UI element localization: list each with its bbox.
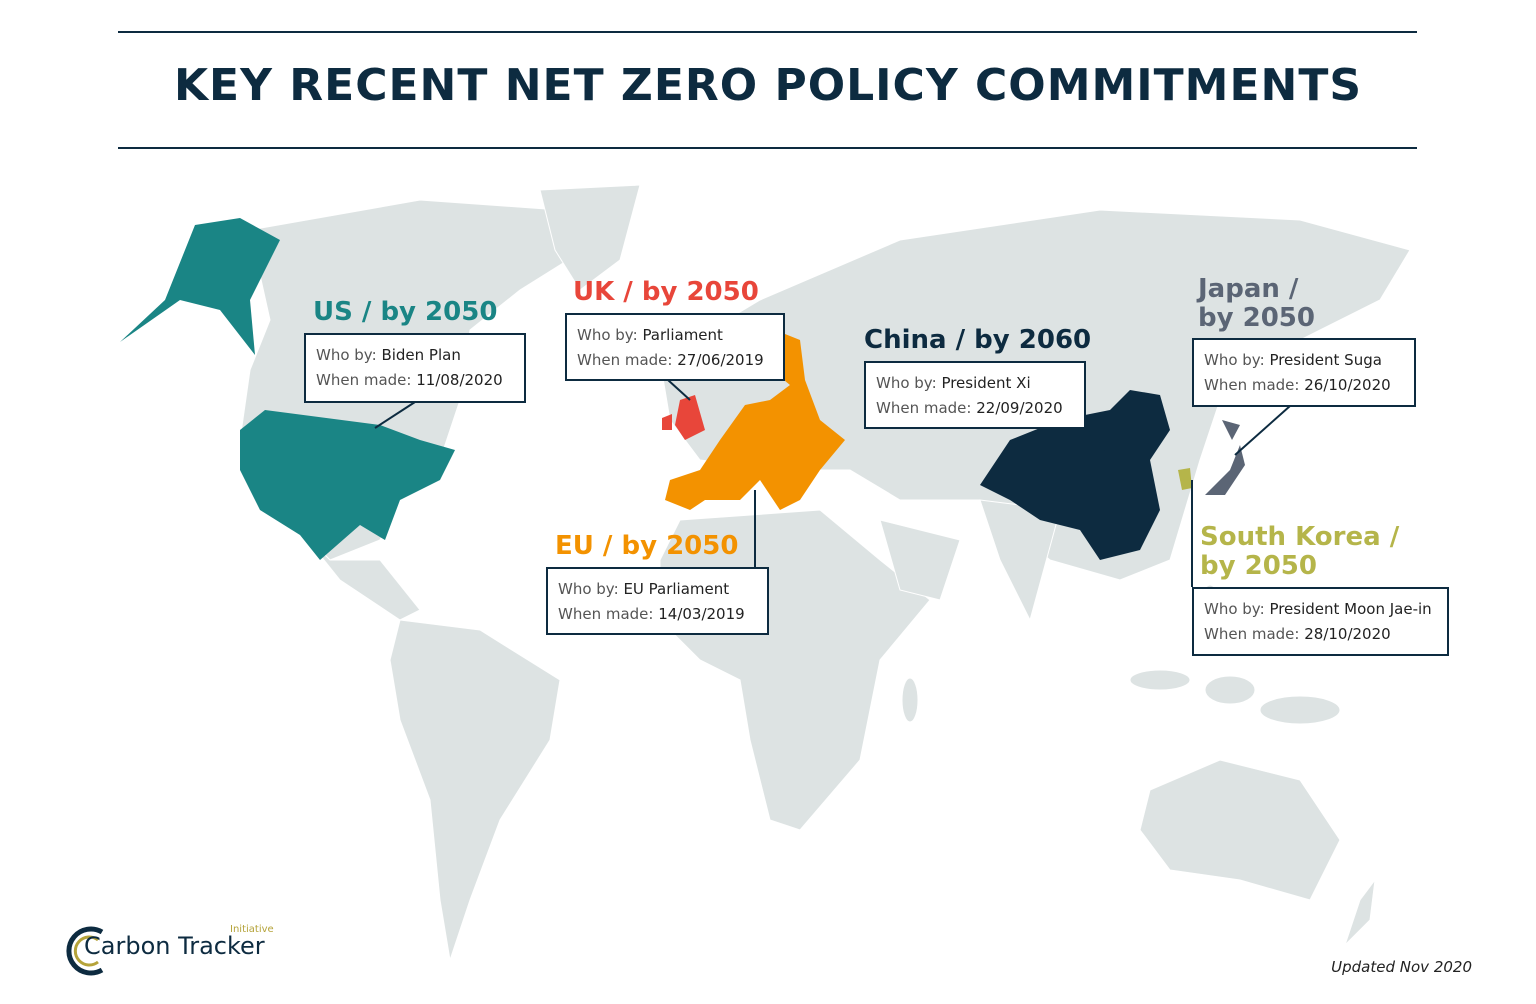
when-value: 26/10/2020 bbox=[1304, 376, 1391, 394]
alaska-shape bbox=[120, 218, 280, 355]
callout-heading: EU / by 2050 bbox=[555, 531, 739, 561]
when-label: When made: bbox=[1204, 625, 1300, 643]
when-value: 14/03/2019 bbox=[658, 605, 745, 623]
eu-shape bbox=[665, 330, 845, 510]
who-row: Who by: President Moon Jae-in bbox=[1204, 597, 1437, 622]
when-label: When made: bbox=[577, 351, 673, 369]
who-value: EU Parliament bbox=[623, 580, 730, 598]
us-shape bbox=[240, 410, 455, 560]
when-row: When made: 28/10/2020 bbox=[1204, 622, 1437, 647]
when-label: When made: bbox=[1204, 376, 1300, 394]
leader-lines bbox=[374, 379, 1291, 587]
who-row: Who by: EU Parliament bbox=[558, 577, 757, 602]
logo: Carbon Tracker Initiative bbox=[62, 920, 292, 980]
when-value: 28/10/2020 bbox=[1304, 625, 1391, 643]
callout-heading: Japan / by 2050 bbox=[1198, 274, 1315, 333]
who-value: President Xi bbox=[941, 374, 1031, 392]
who-value: Biden Plan bbox=[381, 346, 461, 364]
who-value: Parliament bbox=[642, 326, 723, 344]
when-row: When made: 26/10/2020 bbox=[1204, 373, 1404, 398]
china-shape bbox=[980, 390, 1170, 560]
title: KEY RECENT NET ZERO POLICY COMMITMENTS bbox=[173, 60, 1363, 111]
who-value: President Suga bbox=[1269, 351, 1382, 369]
rule bbox=[118, 31, 1417, 33]
who-value: President Moon Jae-in bbox=[1269, 600, 1432, 618]
when-value: 11/08/2020 bbox=[416, 371, 503, 389]
who-row: Who by: Biden Plan bbox=[316, 343, 514, 368]
when-row: When made: 22/09/2020 bbox=[876, 396, 1074, 421]
callout-box: Who by: President Suga When made: 26/10/2… bbox=[1192, 338, 1416, 407]
logo-name: Carbon Tracker bbox=[84, 932, 265, 960]
korea-shape bbox=[1178, 468, 1192, 490]
when-row: When made: 11/08/2020 bbox=[316, 368, 514, 393]
logo-tagline: Initiative bbox=[230, 924, 274, 935]
when-label: When made: bbox=[316, 371, 412, 389]
rule bbox=[118, 147, 1417, 149]
callout-box: Who by: Biden Plan When made: 11/08/2020 bbox=[304, 333, 526, 403]
callout-heading: UK / by 2050 bbox=[573, 277, 759, 307]
callout-box: Who by: EU Parliament When made: 14/03/20… bbox=[546, 567, 769, 635]
callout-heading: China / by 2060 bbox=[864, 325, 1092, 355]
who-row: Who by: Parliament bbox=[577, 323, 773, 348]
logo-mark bbox=[66, 926, 104, 976]
who-label: Who by: bbox=[1204, 600, 1265, 618]
when-value: 22/09/2020 bbox=[976, 399, 1063, 417]
when-label: When made: bbox=[876, 399, 972, 417]
callout-box: Who by: President Moon Jae-in When made: … bbox=[1192, 587, 1449, 656]
who-label: Who by: bbox=[558, 580, 619, 598]
callout-heading: South Korea / by 2050 bbox=[1200, 522, 1400, 581]
who-label: Who by: bbox=[316, 346, 377, 364]
when-row: When made: 27/06/2019 bbox=[577, 348, 773, 373]
japan-shape bbox=[1205, 420, 1245, 495]
uk-shape bbox=[662, 395, 705, 440]
who-label: Who by: bbox=[876, 374, 937, 392]
who-row: Who by: President Xi bbox=[876, 371, 1074, 396]
updated-note: Updated Nov 2020 bbox=[1331, 958, 1472, 976]
highlighted-countries bbox=[120, 218, 1245, 560]
who-label: Who by: bbox=[1204, 351, 1265, 369]
when-row: When made: 14/03/2019 bbox=[558, 602, 757, 627]
callout-heading: US / by 2050 bbox=[313, 297, 498, 327]
when-value: 27/06/2019 bbox=[677, 351, 764, 369]
when-label: When made: bbox=[558, 605, 654, 623]
who-row: Who by: President Suga bbox=[1204, 348, 1404, 373]
callout-box: Who by: Parliament When made: 27/06/2019 bbox=[565, 313, 785, 381]
callout-box: Who by: President Xi When made: 22/09/202… bbox=[864, 361, 1086, 429]
who-label: Who by: bbox=[577, 326, 638, 344]
